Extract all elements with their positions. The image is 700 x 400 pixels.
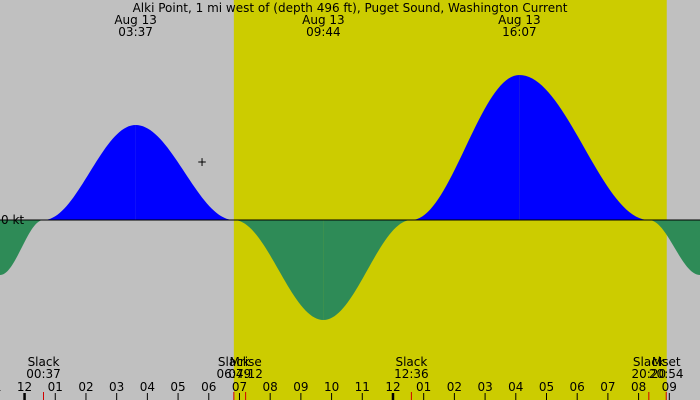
hour-tick-label: 02 (447, 380, 462, 394)
hour-tick-label: 04 (508, 380, 523, 394)
hour-tick-label: 02 (78, 380, 93, 394)
hour-tick-label: 03 (477, 380, 492, 394)
hour-tick-label: 09 (293, 380, 308, 394)
hour-tick-label: 06 (570, 380, 585, 394)
extreme-time: 09:44 (306, 25, 341, 39)
event-time: 07:12 (228, 367, 263, 381)
current-areas (0, 75, 700, 320)
cursor-crosshair: + (197, 155, 207, 169)
hour-tick-label: 04 (140, 380, 155, 394)
event-time: 20:54 (649, 367, 684, 381)
hour-tick-label: 08 (631, 380, 646, 394)
event-label: Slack (633, 355, 665, 369)
extreme-date: Aug 13 (302, 13, 345, 27)
event-time: 00:37 (26, 367, 61, 381)
flood-area (519, 75, 649, 220)
event-label: Slack (218, 355, 250, 369)
hour-tick-label: 07 (232, 380, 247, 394)
hour-tick-label: 07 (600, 380, 615, 394)
chart-title: Alki Point, 1 mi west of (depth 496 ft),… (133, 1, 568, 15)
event-label: Slack (28, 355, 60, 369)
hour-tick-label: 05 (539, 380, 554, 394)
event-time: 06:49 (217, 367, 252, 381)
hour-tick-label: 12 (385, 380, 400, 394)
event-label: Mset (652, 355, 681, 369)
flood-area (411, 75, 520, 220)
event-labels: Slack00:37Slack06:49Mrise07:12Slack12:36… (26, 355, 684, 400)
hour-tick-label: 12 (17, 380, 32, 394)
event-time: 12:36 (394, 367, 429, 381)
ebb-area (648, 220, 700, 275)
hour-tick-label: 05 (170, 380, 185, 394)
hour-tick-label: 03 (109, 380, 124, 394)
ebb-area (0, 220, 44, 275)
flood-area (135, 125, 234, 220)
ebb-area (233, 220, 324, 320)
hour-tick-label: 01 (48, 380, 63, 394)
hour-tick-label: 11 (0, 380, 2, 394)
event-label: Mrise (229, 355, 261, 369)
hour-tick-label: 10 (324, 380, 339, 394)
hour-tick-label: 08 (263, 380, 278, 394)
event-label: Slack (395, 355, 427, 369)
ebb-area (323, 220, 412, 320)
extreme-time: 16:07 (502, 25, 537, 39)
extreme-date: Aug 13 (498, 13, 541, 27)
flood-area (43, 125, 136, 220)
hour-tick-label: 06 (201, 380, 216, 394)
hour-tick-label: 11 (355, 380, 370, 394)
hour-axis: 11 12 01 02 03 04 05 06 07 08 09 10 11 12 01 02 03 04 05 06… (0, 380, 677, 400)
event-time: 20:20 (632, 367, 667, 381)
hour-tick-label: 09 (662, 380, 677, 394)
extreme-date: Aug 13 (114, 13, 157, 27)
extreme-time: 03:37 (118, 25, 153, 39)
hour-tick-label: 01 (416, 380, 431, 394)
zero-knot-label: 0 kt (1, 213, 24, 227)
